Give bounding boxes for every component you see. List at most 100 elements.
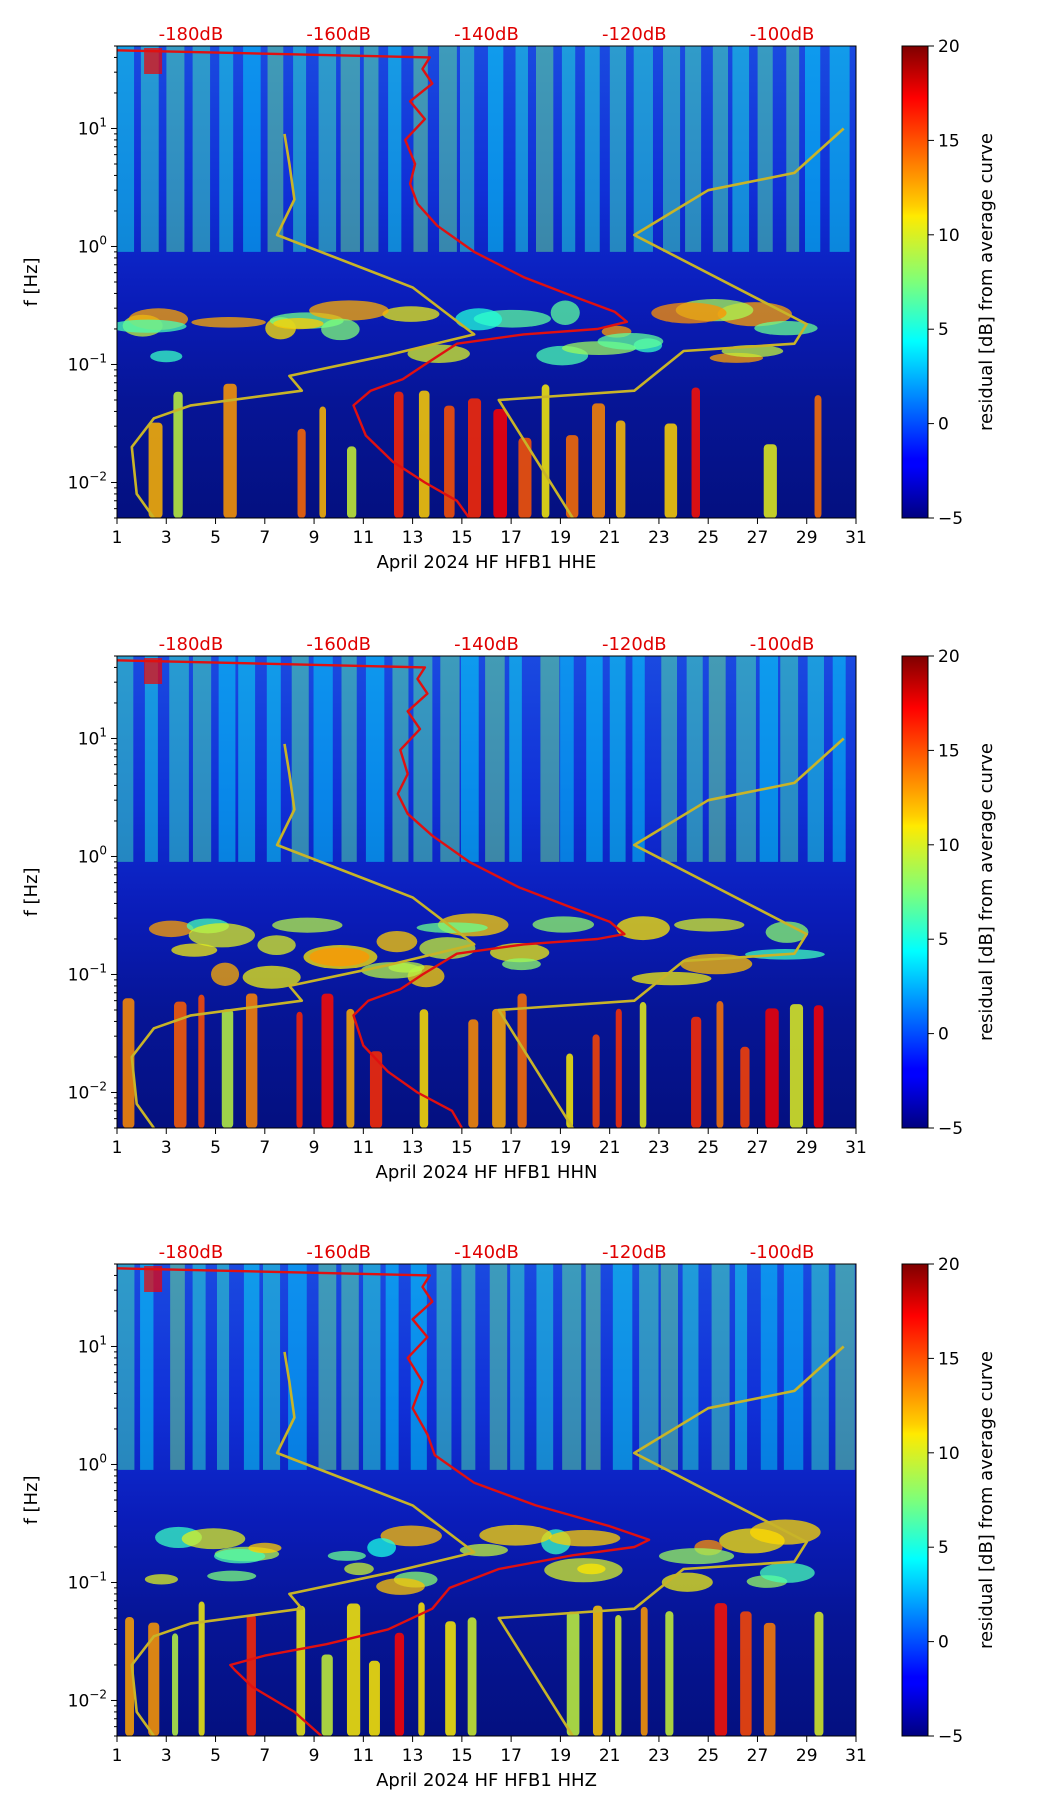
- spectrogram-background: [117, 1264, 856, 1736]
- spectrogram-background: [117, 656, 856, 1128]
- x-tick-label: 29: [796, 1746, 818, 1766]
- x-tick-label: 21: [599, 1746, 621, 1766]
- x-tick-label: 27: [747, 1746, 769, 1766]
- x-tick-label: 3: [161, 528, 172, 548]
- db-tick-label: -180dB: [159, 634, 224, 655]
- x-tick-label: 31: [845, 528, 867, 548]
- x-tick-label: 19: [550, 1138, 572, 1158]
- x-tick-label: 15: [451, 1138, 473, 1158]
- colorbar-gradient: [901, 1263, 929, 1737]
- y-tick-label: 10−1: [68, 961, 107, 985]
- x-tick-label: 13: [402, 1138, 424, 1158]
- series-line-0: [117, 49, 629, 518]
- colorbar-tick-label: −5: [938, 1119, 963, 1139]
- x-tick-label: 21: [599, 1138, 621, 1158]
- x-tick-label: 25: [697, 528, 719, 548]
- y-axis-label: f [Hz]: [21, 1475, 42, 1524]
- x-tick-label: 31: [845, 1746, 867, 1766]
- y-axis-label: f [Hz]: [21, 257, 42, 306]
- x-tick-label: 7: [259, 1138, 270, 1158]
- x-tick-label: 11: [353, 528, 375, 548]
- colorbar-tick-label: 0: [938, 1025, 949, 1045]
- x-tick-label: 27: [747, 528, 769, 548]
- x-tick-label: 13: [402, 1746, 424, 1766]
- colorbar-tick-label: 20: [938, 647, 960, 667]
- x-tick-label: 25: [697, 1138, 719, 1158]
- colorbar-tick-label: 0: [938, 1633, 949, 1653]
- y-tick-label: 10−2: [68, 1687, 107, 1711]
- colorbar-tick-label: −5: [938, 1727, 963, 1747]
- spectrogram-texture: [117, 46, 850, 518]
- x-tick-label: 15: [451, 1746, 473, 1766]
- db-tick-label: -140dB: [454, 24, 519, 45]
- db-tick-label: -120dB: [602, 24, 667, 45]
- x-tick-label: 1: [112, 1138, 123, 1158]
- spectrogram-area: [117, 1264, 856, 1736]
- y-tick-label: 10−2: [68, 469, 107, 493]
- colorbar-tick-label: 15: [938, 131, 960, 151]
- spectrogram-background: [117, 46, 856, 518]
- db-tick-label: -140dB: [454, 1242, 519, 1263]
- y-tick-label: 100: [78, 233, 107, 257]
- spectrogram-area: [117, 46, 856, 518]
- x-tick-label: 3: [161, 1138, 172, 1158]
- x-tick-label: 3: [161, 1746, 172, 1766]
- spectrogram-area: [117, 656, 856, 1128]
- colorbar-tick-label: 10: [938, 226, 960, 246]
- x-tick-label: 15: [451, 528, 473, 548]
- colorbar-tick-label: −5: [938, 509, 963, 529]
- colorbar-tick-label: 0: [938, 415, 949, 435]
- x-tick-label: 7: [259, 528, 270, 548]
- x-tick-label: 9: [309, 1138, 320, 1158]
- series-line-2: [130, 743, 476, 1128]
- series-line-2: [130, 133, 476, 518]
- x-tick-label: 5: [210, 528, 221, 548]
- spectrogram-texture: [118, 1264, 855, 1736]
- colorbar-tick-label: 20: [938, 1255, 960, 1275]
- y-tick-label: 10−1: [68, 351, 107, 375]
- colorbar-tick-label: 5: [938, 930, 949, 950]
- colorbar-label: residual [dB] from average curve: [976, 743, 997, 1041]
- colorbar-label: residual [dB] from average curve: [976, 133, 997, 431]
- colorbar-gradient: [901, 655, 929, 1129]
- panel-hhz: 1 3 5 7 9 11 13 15 17 19 21 23 25 27 29 3110−210−110010…: [21, 1242, 997, 1791]
- x-tick-label: 1: [112, 1746, 123, 1766]
- series-line-1: [497, 127, 845, 518]
- x-tick-label: 17: [500, 1138, 522, 1158]
- x-tick-label: 17: [500, 1746, 522, 1766]
- db-tick-label: -180dB: [159, 24, 224, 45]
- colorbar-label: residual [dB] from average curve: [976, 1351, 997, 1649]
- series-line-0: [117, 1267, 651, 1736]
- colorbar-tick-label: 15: [938, 1349, 960, 1369]
- db-tick-label: -180dB: [159, 1242, 224, 1263]
- spectrogram-texture: [117, 656, 846, 1128]
- x-tick-label: 21: [599, 528, 621, 548]
- colorbar-tick-label: 5: [938, 320, 949, 340]
- colorbar-tick-label: 15: [938, 741, 960, 761]
- colorbar-tick-label: 10: [938, 836, 960, 856]
- x-tick-label: 5: [210, 1138, 221, 1158]
- y-tick-label: 100: [78, 1451, 107, 1475]
- series-line-1: [497, 1345, 845, 1736]
- colorbar-tick-label: 20: [938, 37, 960, 57]
- x-tick-label: 27: [747, 1138, 769, 1158]
- db-tick-label: -100dB: [750, 24, 815, 45]
- x-tick-label: 29: [796, 1138, 818, 1158]
- y-tick-label: 101: [78, 1333, 107, 1357]
- colorbar: −5 0 5 10 15 20 residual [dB] from average cur…: [901, 647, 997, 1139]
- x-tick-label: 1: [112, 528, 123, 548]
- x-tick-label: 11: [353, 1138, 375, 1158]
- db-tick-label: -160dB: [306, 24, 371, 45]
- db-tick-label: -120dB: [602, 1242, 667, 1263]
- x-axis-label: April 2024 HF HFB1 HHZ: [376, 1770, 597, 1791]
- colorbar-gradient: [901, 45, 929, 519]
- db-tick-label: -100dB: [750, 634, 815, 655]
- x-tick-label: 5: [210, 1746, 221, 1766]
- y-axis-label: f [Hz]: [21, 867, 42, 916]
- y-tick-label: 100: [78, 843, 107, 867]
- series-line-1: [497, 737, 845, 1128]
- x-axis-label: April 2024 HF HFB1 HHE: [377, 552, 597, 573]
- x-tick-label: 29: [796, 528, 818, 548]
- series-line-2: [130, 1351, 476, 1736]
